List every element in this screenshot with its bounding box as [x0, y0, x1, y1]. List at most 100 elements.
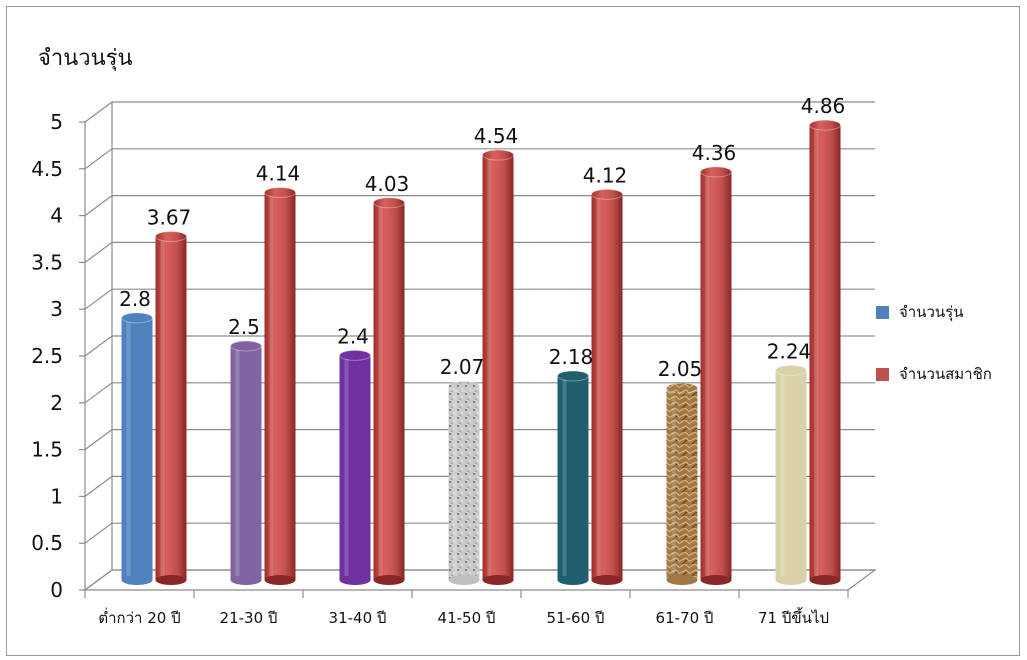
chart-title: จำนวนรุ่น: [38, 46, 133, 71]
bar-series-1: [666, 382, 698, 585]
bar-base: [666, 575, 698, 585]
y-tick-label: 5: [50, 110, 63, 134]
bar-highlight: [705, 175, 710, 577]
bar-highlight: [453, 390, 458, 576]
y-tick-label: 3: [50, 297, 63, 321]
x-tick-label: 21-30 ปี: [220, 609, 278, 627]
bar-body: [775, 370, 807, 580]
bar-highlight: [378, 206, 383, 577]
legend-item-series-1: จำนวนรุ่น: [876, 300, 992, 324]
bar-top: [482, 149, 514, 161]
data-label-series-2: 4.86: [801, 94, 846, 118]
x-tick-label: 61-70 ปี: [656, 609, 714, 627]
data-label-series-1: 2.4: [337, 324, 369, 348]
bar-highlight: [780, 374, 785, 576]
bar-base: [121, 575, 153, 585]
bar-highlight: [160, 240, 165, 576]
gridline-side: [84, 475, 113, 497]
floor: [83, 569, 877, 591]
bar-series-1: [339, 349, 371, 585]
data-label-series-2: 4.12: [583, 163, 628, 187]
legend-label-series-1: จำนวนรุ่น: [899, 303, 964, 321]
x-tick-label: 71 ปีขึ้นไป: [758, 607, 829, 627]
legend-swatch-series-2: [876, 367, 889, 381]
bar-highlight: [126, 321, 131, 576]
bar-base: [230, 575, 262, 585]
bar-highlight: [814, 129, 819, 576]
bar-body: [809, 125, 841, 580]
bar-base: [155, 575, 187, 585]
bar-highlight: [671, 392, 676, 576]
x-tick-label: 51-60 ปี: [547, 609, 605, 627]
bar-base: [373, 575, 405, 585]
bar-top: [666, 382, 698, 394]
bar-series-1: [775, 364, 807, 585]
bar-base: [591, 575, 623, 585]
y-tick-label: 2.5: [31, 344, 63, 368]
x-tick-label: 31-40 ปี: [329, 609, 387, 627]
bar-base: [482, 575, 514, 585]
y-tick-label: 1: [50, 484, 63, 508]
gridline-side: [84, 288, 113, 310]
bar-base: [700, 575, 732, 585]
data-label-series-1: 2.5: [228, 315, 260, 339]
bar-base: [557, 575, 589, 585]
y-tick-label: 1.5: [31, 438, 63, 462]
gridline-side: [84, 335, 113, 357]
y-tick-label: 4.5: [31, 157, 63, 181]
data-label-series-1: 2.24: [767, 339, 812, 363]
gridline-side: [84, 101, 113, 123]
gridline-side: [84, 195, 113, 217]
legend-label-series-2: จำนวนสมาชิก: [899, 365, 992, 383]
data-label-series-2: 4.03: [365, 172, 410, 196]
gridline-side: [84, 148, 113, 170]
bar-highlight: [269, 196, 274, 576]
bar-top: [264, 186, 296, 198]
y-tick-label: 4: [50, 204, 63, 228]
bar-highlight: [235, 350, 240, 576]
bar-highlight: [562, 379, 567, 576]
bar-series-2: [373, 197, 405, 585]
bar-body: [591, 194, 623, 581]
y-tick-label: 0.5: [31, 531, 63, 555]
bar-body: [155, 236, 187, 580]
bar-series-2: [700, 166, 732, 585]
legend-swatch-series-1: [876, 305, 889, 319]
data-label-series-2: 4.54: [474, 124, 519, 148]
x-tick-label: 41-50 ปี: [438, 609, 496, 627]
data-label-series-1: 2.07: [440, 355, 485, 379]
legend: จำนวนรุ่น จำนวนสมาชิก: [876, 300, 992, 424]
bar-top: [121, 312, 153, 324]
gridline-side: [84, 382, 113, 404]
bar-body: [373, 202, 405, 581]
data-label-series-1: 2.05: [658, 357, 703, 381]
bar-base: [448, 575, 480, 585]
data-label-series-2: 4.36: [692, 141, 737, 165]
bar-body: [264, 192, 296, 580]
bar-top: [700, 166, 732, 178]
bar-top: [775, 364, 807, 376]
bar-top: [155, 230, 187, 242]
bar-top: [809, 119, 841, 131]
bar-body: [339, 355, 371, 580]
bar-base: [809, 575, 841, 585]
bar-highlight: [344, 359, 349, 576]
bar-series-2: [155, 230, 187, 585]
bar-top: [591, 188, 623, 200]
y-tick-label: 3.5: [31, 250, 63, 274]
bar-body: [557, 375, 589, 580]
bar-body: [448, 386, 480, 580]
bar-highlight: [596, 198, 601, 577]
bar-series-1: [121, 312, 153, 585]
y-tick-label: 2: [50, 391, 63, 415]
gridline-side: [84, 241, 113, 263]
data-label-series-1: 2.18: [549, 345, 594, 369]
bar-base: [264, 575, 296, 585]
x-tick-label: ต่ำกว่า 20 ปี: [98, 607, 180, 627]
gridline-side: [84, 522, 113, 544]
bar-series-2: [264, 186, 296, 585]
bar-series-1: [230, 340, 262, 585]
bar-body: [700, 171, 732, 581]
bar-highlight: [487, 159, 492, 576]
